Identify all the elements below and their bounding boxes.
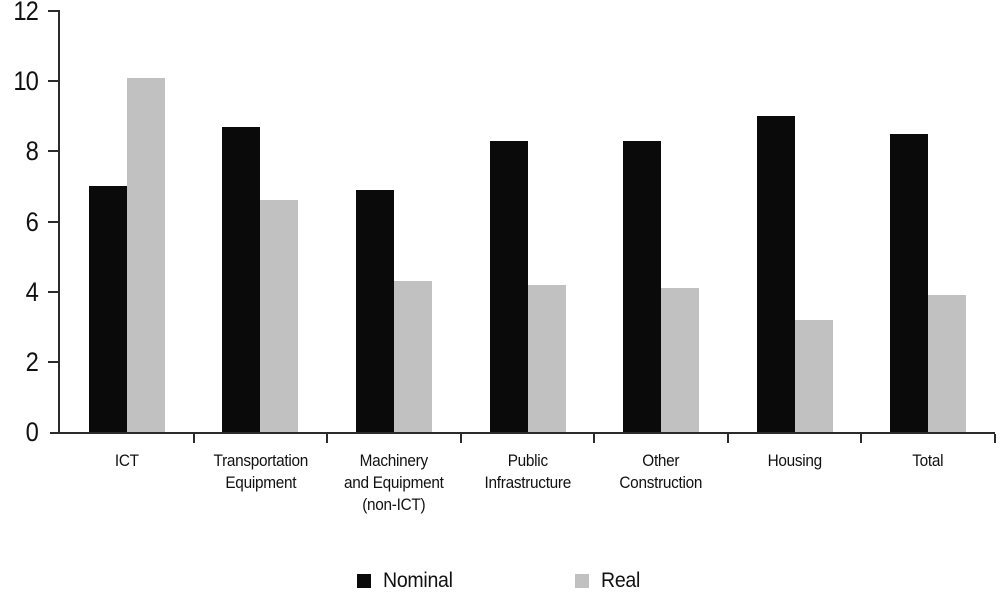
bar-real-2 [260, 200, 299, 432]
y-tick-label: 2 [25, 346, 39, 377]
y-tick-label: 4 [25, 276, 39, 307]
bar-nominal-1 [88, 186, 127, 432]
y-tick-label: 12 [13, 0, 39, 26]
x-category-label: Public Infrastructure [484, 452, 571, 492]
y-tick-mark [48, 150, 58, 153]
bar-nominal-7 [890, 133, 929, 432]
bar-nominal-4 [489, 140, 528, 432]
x-axis-line [50, 432, 995, 434]
bar-real-5 [661, 288, 700, 432]
x-tick-mark [860, 434, 863, 443]
legend-item-real: Real [575, 570, 643, 591]
x-category-label: Transportation Equipment [213, 452, 308, 492]
y-tick-mark [48, 220, 58, 223]
y-tick-mark [48, 360, 58, 363]
legend-item-nominal: Nominal [356, 569, 458, 592]
bar-nominal-2 [222, 126, 261, 432]
bar-real-3 [393, 281, 432, 432]
x-tick-mark [459, 434, 462, 443]
y-tick-mark [48, 80, 58, 83]
y-tick-label: 0 [25, 417, 39, 447]
x-tick-mark [593, 434, 596, 443]
bar-real-7 [928, 295, 967, 432]
bar-nominal-6 [756, 116, 795, 432]
x-category-label: Machinery and Equipment (non-ICT) [344, 452, 444, 514]
x-category-label: Total [912, 452, 944, 470]
legend-swatch-nominal [356, 573, 371, 588]
bar-nominal-5 [623, 140, 662, 432]
y-tick-mark [48, 10, 58, 12]
bar-real-4 [527, 284, 566, 432]
x-tick-mark [994, 434, 996, 443]
legend: Nominal Real [0, 570, 1000, 591]
y-tick-mark [48, 290, 58, 293]
x-category-label: ICT [114, 452, 139, 470]
bar-nominal-3 [355, 189, 394, 432]
bar-real-6 [794, 319, 833, 432]
legend-label: Real [601, 569, 641, 592]
bar-real-1 [126, 77, 165, 432]
x-tick-mark [192, 434, 195, 443]
y-axis-line [58, 10, 60, 433]
y-tick-label: 8 [25, 136, 39, 167]
y-tick-label: 6 [25, 206, 39, 237]
legend-label: Nominal [382, 569, 453, 592]
x-tick-mark [726, 434, 729, 443]
x-category-label: Housing [767, 452, 822, 470]
legend-swatch-real [575, 573, 590, 588]
y-tick-label: 10 [13, 66, 39, 97]
x-tick-mark [326, 434, 329, 443]
x-category-label: Other Construction [619, 452, 703, 492]
